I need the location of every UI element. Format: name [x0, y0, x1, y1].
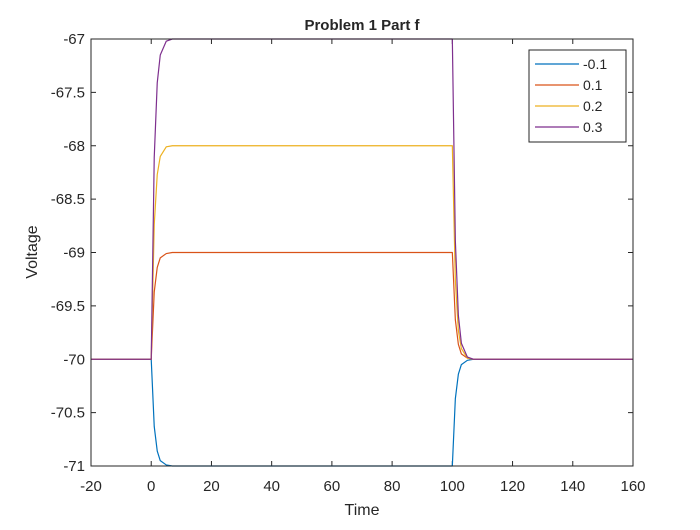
- x-axis-label: Time: [345, 502, 380, 519]
- x-tick-label: 100: [440, 478, 465, 495]
- legend-label: 0.3: [583, 119, 603, 135]
- y-tick-label: -67.5: [51, 84, 85, 101]
- legend: -0.1 0.1 0.2 0.3: [528, 49, 627, 143]
- legend-label: 0.2: [583, 98, 603, 114]
- chart-title: Problem 1 Part f: [304, 17, 420, 34]
- y-tick-label: -68.5: [51, 191, 85, 208]
- x-tick-label: 160: [620, 478, 645, 495]
- y-tick-label: -69: [63, 245, 85, 262]
- x-tick-label: 140: [560, 478, 585, 495]
- x-tick-label: -20: [80, 478, 102, 495]
- y-tick-label: -70.5: [51, 405, 85, 422]
- y-tick-label: -71: [63, 458, 85, 475]
- x-tick-label: 20: [203, 478, 220, 495]
- x-tick-label: 0: [147, 478, 155, 495]
- x-tick-label: 60: [324, 478, 341, 495]
- y-tick-label: -70: [63, 351, 85, 368]
- y-tick-label: -68: [63, 138, 85, 155]
- legend-label: 0.1: [583, 77, 603, 93]
- x-tick-label: 40: [263, 478, 280, 495]
- y-axis-label: Voltage: [24, 225, 41, 278]
- y-tick-label: -69.5: [51, 298, 85, 315]
- legend-label: -0.1: [583, 56, 607, 72]
- x-tick-label: 80: [384, 478, 401, 495]
- plot-frame: [90, 38, 634, 467]
- x-axis: -20 0 20 40 60 80 100 120 140 160: [80, 39, 646, 495]
- y-tick-label: -67: [63, 31, 85, 48]
- x-tick-label: 120: [500, 478, 525, 495]
- y-axis: -67 -67.5 -68 -68.5 -69 -69.5 -70 -70.5 -71: [51, 31, 633, 475]
